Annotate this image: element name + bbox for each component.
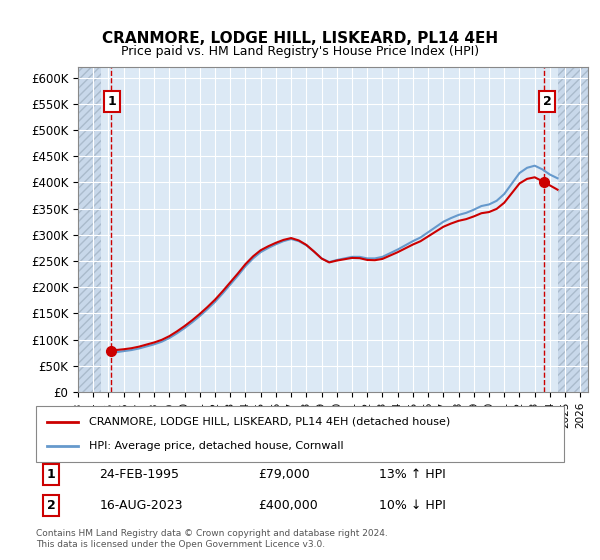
- Text: 13% ↑ HPI: 13% ↑ HPI: [379, 468, 446, 481]
- Text: HPI: Average price, detached house, Cornwall: HPI: Average price, detached house, Corn…: [89, 441, 343, 451]
- Bar: [557, 67, 588, 392]
- Text: Contains HM Land Registry data © Crown copyright and database right 2024.
This d: Contains HM Land Registry data © Crown c…: [36, 529, 388, 549]
- Text: 1: 1: [47, 468, 55, 481]
- Text: £79,000: £79,000: [258, 468, 310, 481]
- Bar: [78, 67, 101, 392]
- Text: £400,000: £400,000: [258, 499, 317, 512]
- Text: 10% ↓ HPI: 10% ↓ HPI: [379, 499, 446, 512]
- Text: 24-FEB-1995: 24-FEB-1995: [100, 468, 179, 481]
- FancyBboxPatch shape: [36, 406, 564, 462]
- Text: CRANMORE, LODGE HILL, LISKEARD, PL14 4EH: CRANMORE, LODGE HILL, LISKEARD, PL14 4EH: [102, 31, 498, 46]
- Text: Price paid vs. HM Land Registry's House Price Index (HPI): Price paid vs. HM Land Registry's House …: [121, 45, 479, 58]
- Text: 1: 1: [108, 95, 116, 108]
- Text: 2: 2: [47, 499, 55, 512]
- Text: 2: 2: [543, 95, 551, 108]
- Text: CRANMORE, LODGE HILL, LISKEARD, PL14 4EH (detached house): CRANMORE, LODGE HILL, LISKEARD, PL14 4EH…: [89, 417, 450, 427]
- Text: 16-AUG-2023: 16-AUG-2023: [100, 499, 183, 512]
